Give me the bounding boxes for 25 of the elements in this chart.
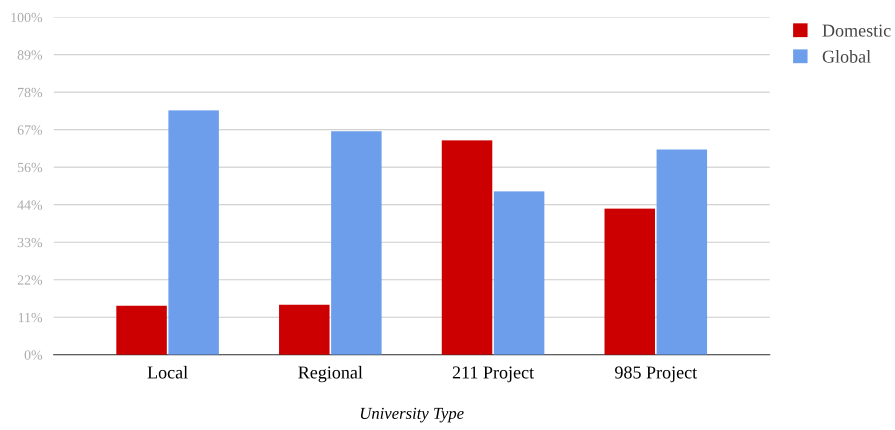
x-axis-title: University Type <box>360 408 464 422</box>
bar <box>442 140 492 355</box>
y-tick-label: 89% <box>18 50 42 60</box>
x-tick-label: Local <box>148 366 188 379</box>
y-tick-label: 78% <box>18 88 42 98</box>
bar <box>494 191 544 355</box>
x-tick-label: 985 Project <box>615 366 698 382</box>
bar <box>279 304 330 355</box>
bar <box>168 110 219 355</box>
y-tick-label: 22% <box>18 275 42 285</box>
y-tick-label: 11% <box>18 312 42 322</box>
bar <box>656 150 708 355</box>
y-tick-label: 44% <box>17 200 42 210</box>
y-tick-label: 33% <box>18 238 42 248</box>
legend-label: Domestic <box>822 24 891 37</box>
legend-label: Global <box>822 50 871 63</box>
y-tick-label: 0% <box>24 350 42 360</box>
y-tick-label: 56% <box>18 162 42 172</box>
x-tick-label: Regional <box>298 366 363 382</box>
bar <box>331 131 382 355</box>
y-tick-label: 100% <box>11 12 42 22</box>
x-tick-label: 211 Project <box>452 366 534 382</box>
y-tick-label: 67% <box>18 125 42 135</box>
bar <box>604 208 656 355</box>
bar <box>116 306 167 355</box>
